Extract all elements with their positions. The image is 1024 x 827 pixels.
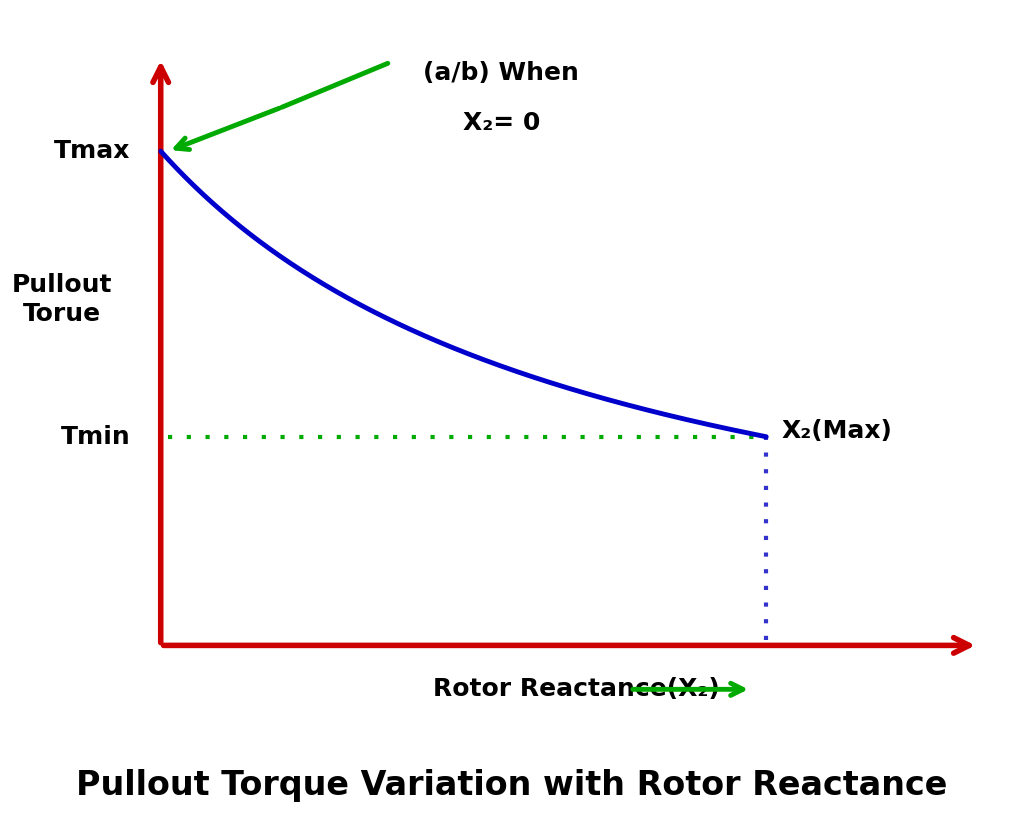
Text: (a/b) When: (a/b) When [423, 61, 580, 85]
Text: X₂(Max): X₂(Max) [781, 419, 892, 443]
Text: Tmin: Tmin [60, 425, 130, 449]
Text: Pullout
Torue: Pullout Torue [12, 273, 113, 327]
Text: Rotor Reactance(X₂): Rotor Reactance(X₂) [433, 677, 720, 701]
Text: X₂= 0: X₂= 0 [463, 111, 540, 135]
Text: Tmax: Tmax [54, 139, 130, 163]
Text: Pullout Torque Variation with Rotor Reactance: Pullout Torque Variation with Rotor Reac… [77, 769, 947, 802]
